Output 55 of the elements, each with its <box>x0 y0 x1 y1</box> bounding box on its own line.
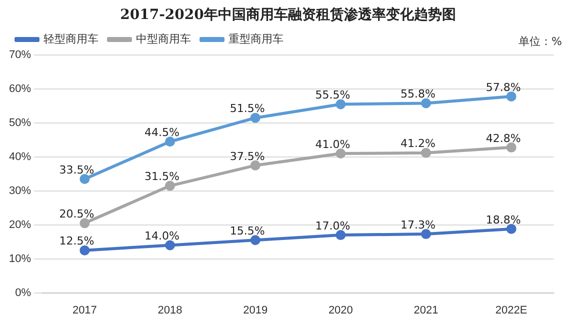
x-tick-label: 2020 <box>328 304 353 316</box>
x-tick-label: 2017 <box>72 304 97 316</box>
y-tick-label: 10% <box>8 252 32 265</box>
data-label: 42.8% <box>486 132 521 145</box>
data-label: 44.5% <box>144 126 180 139</box>
point <box>421 98 432 108</box>
point <box>506 142 516 152</box>
point <box>80 218 90 228</box>
point <box>336 99 346 110</box>
point <box>165 136 176 147</box>
y-tick-label: 60% <box>8 83 32 96</box>
data-label: 55.8% <box>400 88 436 101</box>
y-tick-label: 30% <box>8 184 32 197</box>
data-label: 12.5% <box>59 234 94 248</box>
data-label: 51.5% <box>230 102 265 116</box>
legend-label: 轻型商用车 <box>44 32 98 46</box>
data-label: 55.5% <box>315 88 350 102</box>
point <box>250 112 260 123</box>
y-tick-label: 20% <box>8 218 32 231</box>
point <box>336 148 346 159</box>
legend-label: 重型商用车 <box>228 32 284 46</box>
y-tick-label: 70% <box>8 49 32 62</box>
chart-title: 2017-2020年中国商用车融资租赁渗透率变化趋势图 <box>119 6 457 24</box>
data-label: 37.5% <box>230 150 265 163</box>
point <box>250 235 260 246</box>
data-label: 31.5% <box>144 170 180 184</box>
point <box>421 148 432 158</box>
data-label: 33.5% <box>59 163 94 176</box>
point <box>165 240 176 250</box>
data-label: 20.5% <box>59 208 94 221</box>
point <box>80 245 90 256</box>
y-tick-label: 50% <box>8 116 32 129</box>
point <box>506 91 516 102</box>
point <box>506 224 516 234</box>
x-tick-label: 2022E <box>495 304 528 316</box>
y-tick-label: 0% <box>15 286 32 299</box>
x-tick-label: 2018 <box>158 304 182 316</box>
x-tick-label: 2021 <box>414 304 438 316</box>
legend-label: 中型商用车 <box>136 32 191 46</box>
y-tick-label: 40% <box>8 150 32 163</box>
text: 单位：% <box>518 34 562 49</box>
x-tick-label: 2019 <box>243 304 268 316</box>
data-label: 41.2% <box>400 137 436 150</box>
data-label: 14.0% <box>144 230 180 243</box>
point <box>80 174 90 184</box>
point <box>336 230 346 240</box>
point <box>421 229 432 240</box>
data-label: 57.8% <box>486 80 521 94</box>
data-label: 17.3% <box>400 218 436 232</box>
point <box>165 180 176 191</box>
data-label: 17.0% <box>315 219 350 232</box>
data-label: 41.0% <box>315 138 350 151</box>
data-label: 18.8% <box>486 213 521 226</box>
point <box>250 160 260 170</box>
data-label: 15.5% <box>230 224 265 238</box>
